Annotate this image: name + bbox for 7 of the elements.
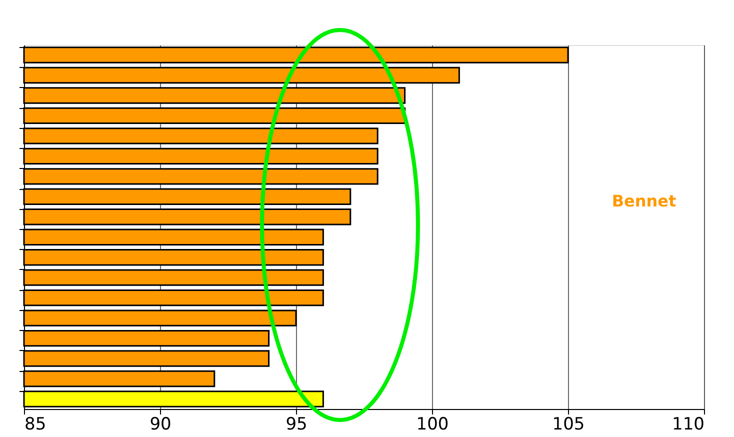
text: Bennet — [612, 192, 677, 211]
x-tick-label: 85 — [24, 414, 46, 434]
x-tick-label: 95 — [286, 414, 308, 434]
x-tick-label: 110 — [672, 414, 704, 434]
x-tick-label: 105 — [552, 414, 585, 434]
x-tick-label: 90 — [150, 414, 172, 434]
x-tick-label: 100 — [416, 414, 449, 434]
